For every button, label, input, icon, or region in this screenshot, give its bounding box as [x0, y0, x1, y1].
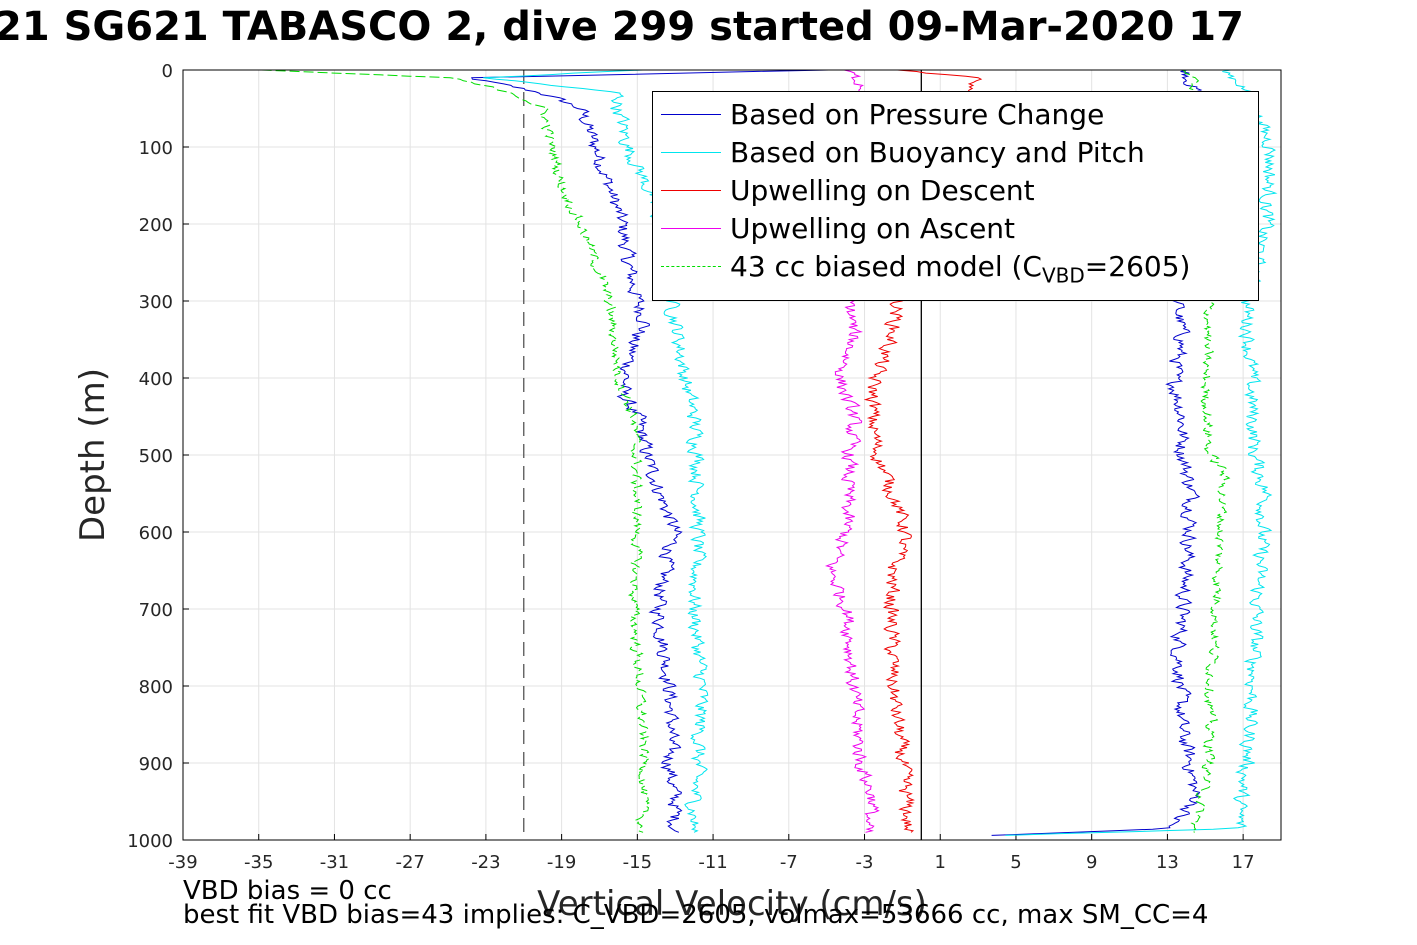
chart-title-text: 21 SG621 TABASCO 2, dive 299 started 09-… [0, 4, 1244, 50]
legend-label: Based on Buoyancy and Pitch [730, 136, 1145, 169]
legend-item-pressure: Based on Pressure Change [653, 96, 1258, 134]
x-tick-label: 13 [1156, 852, 1179, 873]
y-tick-label: 900 [139, 754, 173, 775]
y-tick-label: 700 [139, 600, 173, 621]
y-tick-label: 800 [139, 677, 173, 698]
x-tick-label: -7 [780, 852, 798, 873]
x-tick-label: -15 [623, 852, 652, 873]
y-tick-label: 100 [139, 138, 173, 159]
chart-title: 21 SG621 TABASCO 2, dive 299 started 09-… [0, 4, 1417, 54]
series-line-descent [261, 69, 652, 833]
x-tick-label: -39 [168, 852, 197, 873]
y-tick-label: 1000 [127, 831, 173, 852]
y-tick-label: 300 [139, 292, 173, 313]
plot-frame [182, 69, 1282, 841]
legend-swatch [661, 190, 721, 191]
legend-label: Upwelling on Descent [730, 174, 1035, 207]
y-tick-label: 500 [139, 446, 173, 467]
x-tick-label: 17 [1232, 852, 1255, 873]
x-tick-label: -31 [320, 852, 349, 873]
y-tick-label: 200 [139, 215, 173, 236]
legend-item-upwelling-ascent: Upwelling on Ascent [653, 210, 1258, 248]
legend-item-model: 43 cc biased model (CVBD=2605) [653, 248, 1258, 288]
x-axis-label: Vertical Velocity (cm/s) [537, 884, 927, 924]
y-axis-label: Depth (m) [73, 368, 113, 542]
legend-label: Based on Pressure Change [730, 98, 1105, 131]
y-tick-label: 400 [139, 369, 173, 390]
x-tick-label: -11 [698, 852, 727, 873]
x-tick-label: 9 [1086, 852, 1097, 873]
legend-model-prefix: 43 cc biased model (C [730, 250, 1042, 283]
x-tick-label: 1 [935, 852, 946, 873]
legend-label: Upwelling on Ascent [730, 212, 1016, 245]
legend-model-sub: VBD [1041, 263, 1085, 288]
x-tick-label: -3 [856, 852, 874, 873]
legend-swatch [661, 152, 721, 153]
legend-swatch [661, 266, 721, 267]
legend-model-suffix: =2605) [1084, 250, 1191, 283]
best-fit-note: best fit VBD bias=43 implies: C_VBD=2605… [183, 900, 1209, 930]
legend-label: 43 cc biased model (CVBD=2605) [730, 250, 1190, 288]
vbd-bias-note: VBD bias = 0 cc [183, 876, 392, 906]
series-line-descent [471, 69, 829, 833]
legend-item-buoyancy: Based on Buoyancy and Pitch [653, 134, 1258, 172]
series-line-ascent [1005, 69, 1278, 836]
legend-swatch [661, 114, 721, 115]
y-tick-labels: 0 100 200 300 400 500 600 700 800 900 1000 [127, 61, 173, 852]
y-tick-label: 0 [162, 61, 173, 82]
legend-item-upwelling-descent: Upwelling on Descent [653, 172, 1258, 210]
legend: Based on Pressure Change Based on Buoyan… [652, 91, 1259, 301]
x-tick-label: -19 [547, 852, 576, 873]
x-tick-label: -35 [244, 852, 273, 873]
x-tick-label: -23 [471, 852, 500, 873]
x-tick-labels: -39 -35 -31 -27 -23 -19 -15 -11 -7 -3 1 5 9 13 17 [168, 852, 1254, 873]
x-tick-label: 5 [1010, 852, 1021, 873]
x-tick-label: -27 [395, 852, 424, 873]
legend-swatch [661, 228, 721, 229]
series-group [261, 69, 1278, 836]
y-tick-label: 600 [139, 523, 173, 544]
